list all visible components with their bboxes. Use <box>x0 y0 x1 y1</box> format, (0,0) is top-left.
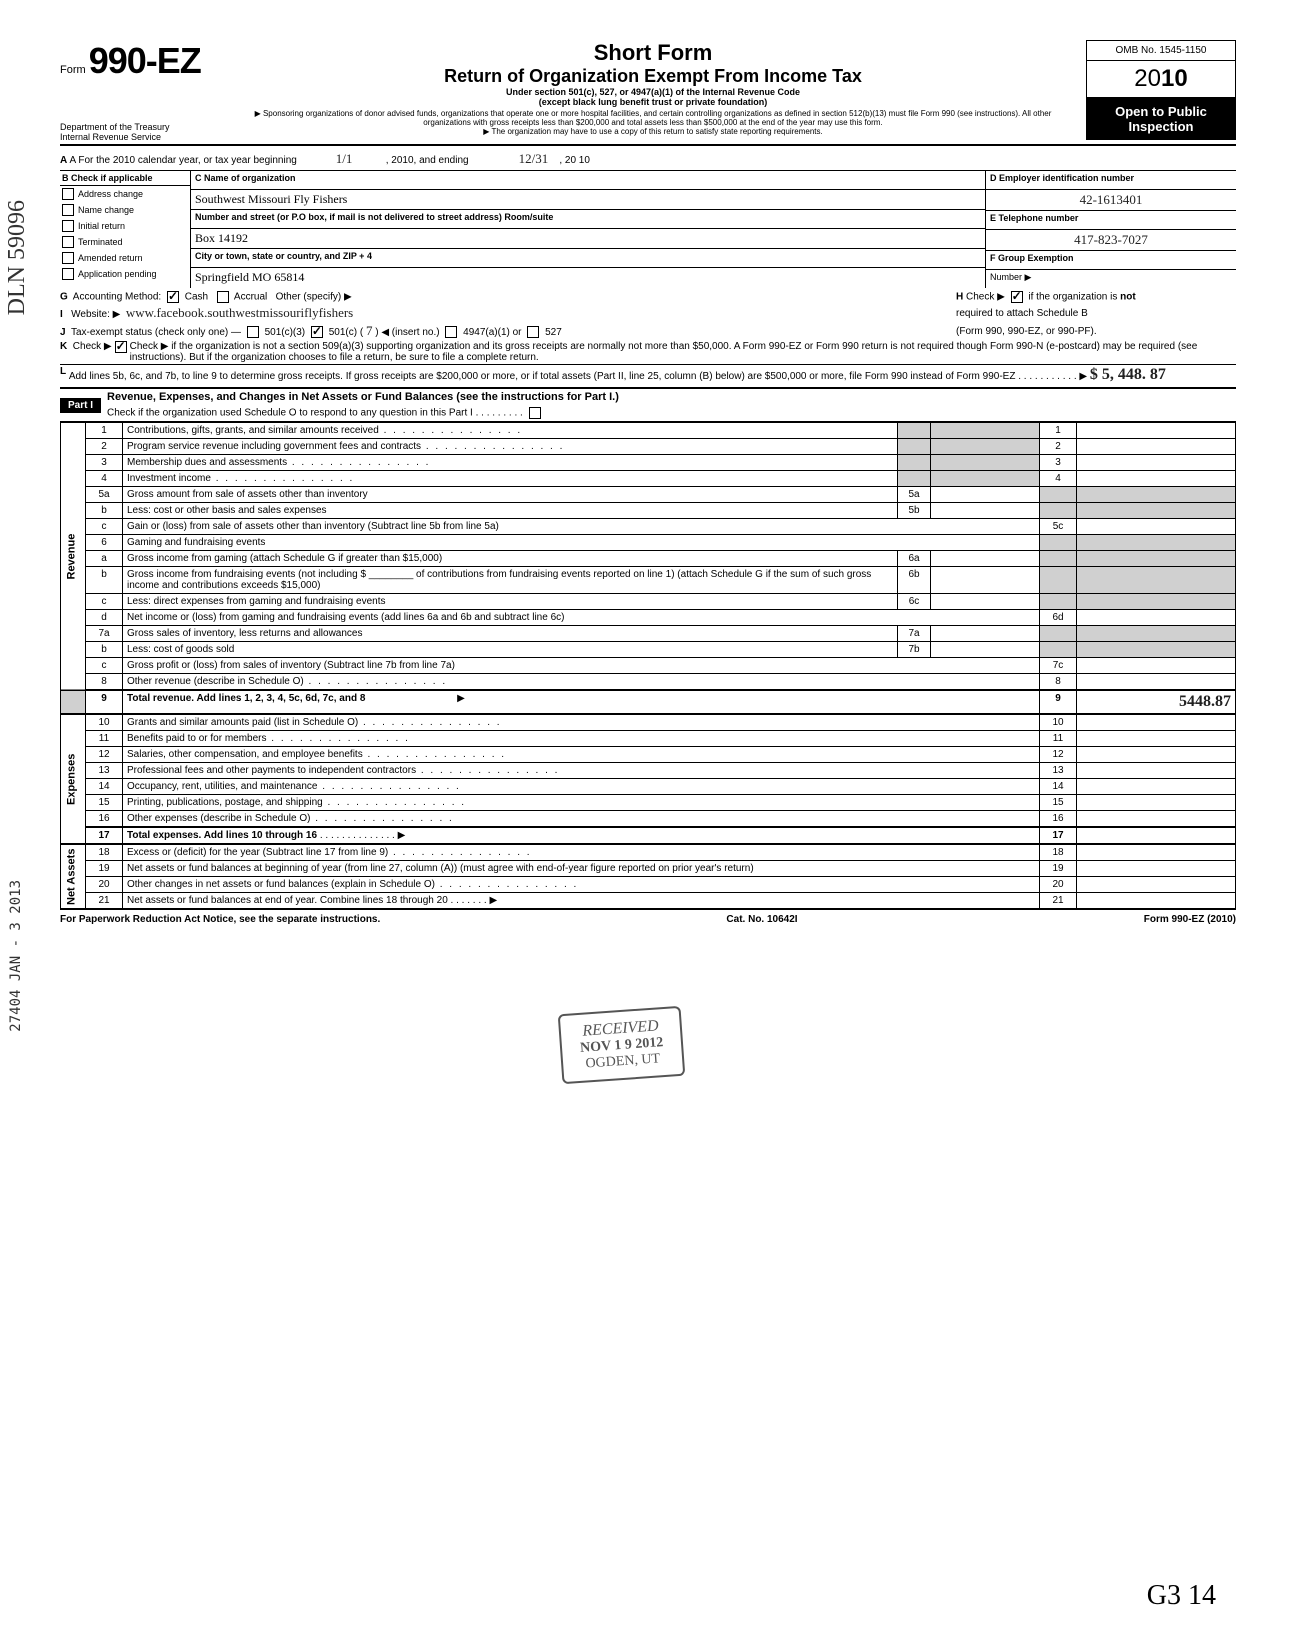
chk-509a3[interactable] <box>115 341 127 353</box>
form-subtitle-2: (except black lung benefit trust or priv… <box>230 97 1076 107</box>
part-1-header: Part I Revenue, Expenses, and Changes in… <box>60 387 1236 422</box>
tax-year: 2010 <box>1086 61 1236 98</box>
phone-value: 417-823-7027 <box>1074 232 1148 247</box>
part-1-table: Revenue 1Contributions, gifts, grants, a… <box>60 422 1236 910</box>
form-title-1: Short Form <box>230 40 1076 66</box>
identity-grid: B Check if applicable Address change Nam… <box>60 170 1236 288</box>
open-to-public: Open to Public Inspection <box>1086 98 1236 140</box>
label-f-group: F Group Exemption <box>990 253 1074 263</box>
form-note: ▶ The organization may have to use a cop… <box>230 127 1076 136</box>
row-l-text: Add lines 5b, 6c, and 7b, to line 9 to d… <box>69 366 1236 384</box>
received-stamp: RECEIVED NOV 1 9 2012 OGDEN, UT <box>558 1006 686 1084</box>
rows-g-through-l: G Accounting Method: Cash Accrual Other … <box>60 288 1236 387</box>
form-instructions: ▶ Sponsoring organizations of donor advi… <box>230 109 1076 127</box>
row-a-tax-year: A A For the 2010 calendar year, or tax y… <box>60 148 1236 170</box>
sidebar-revenue: Revenue <box>61 423 86 691</box>
label-city: City or town, state or country, and ZIP … <box>195 251 372 265</box>
sidebar-net-assets: Net Assets <box>61 844 86 909</box>
label-e-phone: E Telephone number <box>990 213 1078 223</box>
row-k-text: Check ▶ if the organization is not a sec… <box>130 341 1236 363</box>
chk-501c3[interactable] <box>247 326 259 338</box>
chk-address-change[interactable]: Address change <box>60 186 190 202</box>
ein-value: 42-1613401 <box>1080 192 1143 207</box>
omb-number: OMB No. 1545-1150 <box>1086 40 1236 61</box>
chk-schedule-b[interactable] <box>1011 291 1023 303</box>
corner-handwriting: G3 14 <box>1147 1580 1216 1612</box>
total-revenue-value: 5448.87 <box>1179 693 1231 710</box>
form-subtitle-1: Under section 501(c), 527, or 4947(a)(1)… <box>230 87 1076 97</box>
chk-initial-return[interactable]: Initial return <box>60 218 190 234</box>
chk-schedule-o[interactable] <box>529 407 541 419</box>
org-street: Box 14192 <box>195 231 248 246</box>
col-b-checkboxes: B Check if applicable Address change Nam… <box>60 171 191 288</box>
chk-4947[interactable] <box>445 326 457 338</box>
chk-app-pending[interactable]: Application pending <box>60 266 190 282</box>
label-d-ein: D Employer identification number <box>990 173 1134 183</box>
margin-stamp: 27404 JAN - 3 2013 <box>8 880 24 1032</box>
sidebar-expenses: Expenses <box>61 714 86 844</box>
margin-handwriting: DLN 59096 <box>4 200 31 315</box>
dept-label: Department of the Treasury Internal Reve… <box>60 122 220 142</box>
chk-cash[interactable] <box>167 291 179 303</box>
chk-name-change[interactable]: Name change <box>60 202 190 218</box>
page-footer: For Paperwork Reduction Act Notice, see … <box>60 910 1236 925</box>
chk-terminated[interactable]: Terminated <box>60 234 190 250</box>
chk-527[interactable] <box>527 326 539 338</box>
website-value: www.facebook.southwestmissouriflyfishers <box>126 305 353 320</box>
gross-receipts-value: $ 5, 448. 87 <box>1090 366 1166 383</box>
label-c: C Name of organization <box>195 173 296 187</box>
org-city: Springfield MO 65814 <box>195 270 304 285</box>
form-header: Form 990-EZ Department of the Treasury I… <box>60 40 1236 142</box>
chk-amended[interactable]: Amended return <box>60 250 190 266</box>
form-title-2: Return of Organization Exempt From Incom… <box>230 66 1076 87</box>
form-number: Form 990-EZ <box>60 40 220 82</box>
org-name: Southwest Missouri Fly Fishers <box>195 192 347 207</box>
chk-accrual[interactable] <box>217 291 229 303</box>
label-street: Number and street (or P.O box, if mail i… <box>195 212 553 226</box>
chk-501c[interactable] <box>311 326 323 338</box>
label-f-number: Number ▶ <box>990 272 1031 282</box>
